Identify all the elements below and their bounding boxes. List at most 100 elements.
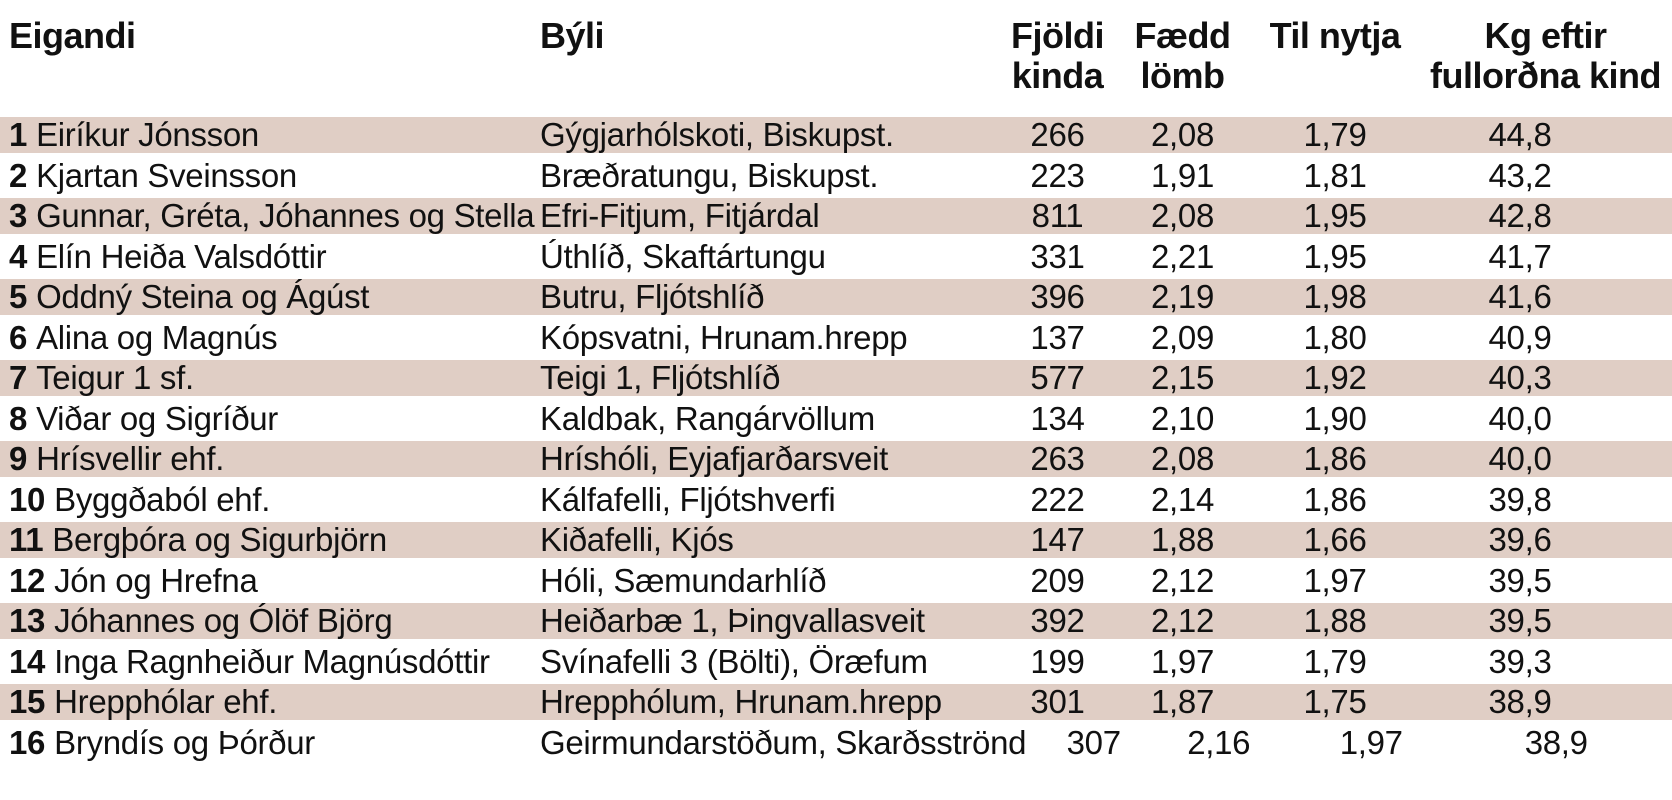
header-owner-label: Eigandi [9, 15, 136, 56]
table-row: 3 Gunnar, Gréta, Jóhannes og Stella Efri-… [0, 196, 1672, 237]
farm-cell: Kálfafelli, Fljótshverfi [540, 480, 836, 518]
rank-number: 4 [9, 237, 28, 275]
lambs-reared-cell: 1,98 [1303, 277, 1367, 315]
lambs-reared-cell: 1,79 [1303, 642, 1367, 680]
rank-number: 12 [9, 561, 46, 599]
header-kg-per-ewe-line1: Kg eftir [1484, 15, 1608, 56]
owner-name: Byggðaból ehf. [54, 480, 271, 518]
kg-per-ewe-cell: 40,0 [1488, 439, 1552, 477]
table-row: 1 Eiríkur Jónsson Gýgjarhólskoti, Biskups… [0, 115, 1672, 156]
lambs-born-cell: 2,21 [1150, 237, 1215, 275]
rank-number: 1 [9, 115, 28, 153]
table-row: 8 Viðar og Sigríður Kaldbak, Rangárvöllum… [0, 399, 1672, 440]
kg-per-ewe-cell: 39,5 [1488, 561, 1552, 599]
kg-per-ewe-cell: 39,3 [1488, 642, 1552, 680]
lambs-born-cell: 2,19 [1150, 277, 1215, 315]
sheep-count-cell: 307 [1066, 723, 1121, 761]
header-kg-per-ewe-line2: fullorðna kind [1430, 55, 1662, 96]
table-row: 12 Jón og Hrefna Hóli, Sæmundarhlíð 209 2… [0, 561, 1672, 602]
sheep-count-cell: 209 [1030, 561, 1085, 599]
rank-number: 9 [9, 439, 28, 477]
header-lambs-reared-column: Til nytja [1240, 16, 1430, 115]
rank-number: 13 [9, 601, 46, 639]
owner-cell: 5 Oddný Steina og Ágúst [0, 278, 535, 316]
sheep-count-cell: 301 [1030, 682, 1085, 720]
kg-per-ewe-cell: 38,9 [1488, 682, 1552, 720]
owner-name: Oddný Steina og Ágúst [36, 277, 370, 315]
rank-number: 15 [9, 682, 46, 720]
lambs-born-cell: 1,97 [1150, 642, 1215, 680]
owner-name: Jóhannes og Ólöf Björg [54, 601, 393, 639]
owner-cell: 12 Jón og Hrefna [0, 562, 535, 600]
farm-cell: Kaldbak, Rangárvöllum [540, 399, 875, 437]
lambs-born-cell: 2,08 [1150, 439, 1215, 477]
header-lambs-born-line1: Fædd [1134, 15, 1231, 56]
lambs-reared-cell: 1,88 [1303, 601, 1367, 639]
owner-name: Gunnar, Gréta, Jóhannes og Stella [36, 196, 535, 234]
farm-cell: Hríshóli, Eyjafjarðarsveit [540, 439, 888, 477]
lambs-reared-cell: 1,97 [1339, 723, 1403, 761]
header-farm-label: Býli [540, 15, 605, 56]
farm-cell: Gýgjarhólskoti, Biskupst. [540, 115, 894, 153]
table-row: 11 Bergþóra og Sigurbjörn Kiðafelli, Kjós… [0, 520, 1672, 561]
header-sheep-count-line1: Fjöldi [1011, 15, 1104, 56]
kg-per-ewe-cell: 41,6 [1488, 277, 1552, 315]
sheep-count-cell: 223 [1030, 156, 1085, 194]
kg-per-ewe-cell: 40,9 [1488, 318, 1552, 356]
kg-per-ewe-cell: 39,6 [1488, 520, 1552, 558]
header-lambs-reared-line2 [1240, 56, 1430, 96]
header-lambs-reared-line1: Til nytja [1269, 15, 1401, 56]
kg-per-ewe-cell: 44,8 [1488, 115, 1552, 153]
lambs-reared-cell: 1,80 [1303, 318, 1367, 356]
rank-number: 7 [9, 358, 28, 396]
lambs-reared-cell: 1,86 [1303, 480, 1367, 518]
table-row: 7 Teigur 1 sf. Teigi 1, Fljótshlíð 577 2,… [0, 358, 1672, 399]
rank-number: 5 [9, 277, 28, 315]
sheep-count-cell: 331 [1030, 237, 1085, 275]
farm-cell: Hóli, Sæmundarhlíð [540, 561, 827, 599]
owner-cell: 11 Bergþóra og Sigurbjörn [0, 521, 535, 559]
header-kg-per-ewe-column: Kg eftir fullorðna kind [1430, 15, 1662, 115]
farm-cell: Heiðarbæ 1, Þingvallasveit [540, 601, 925, 639]
header-owner-column: Eigandi [0, 16, 535, 115]
owner-cell: 14 Inga Ragnheiður Magnúsdóttir [0, 643, 535, 681]
header-sheep-count-column: Fjöldi kinda [990, 16, 1125, 115]
lambs-born-cell: 2,09 [1150, 318, 1215, 356]
lambs-born-cell: 1,91 [1150, 156, 1215, 194]
owner-name: Jón og Hrefna [54, 561, 258, 599]
table-row: 5 Oddný Steina og Ágúst Butru, Fljótshlíð… [0, 277, 1672, 318]
farm-cell: Kópsvatni, Hrunam.hrepp [540, 318, 908, 356]
lambs-born-cell: 2,15 [1150, 358, 1215, 396]
header-sheep-count-line2: kinda [1011, 55, 1104, 96]
farm-cell: Bræðratungu, Biskupst. [540, 156, 879, 194]
table-row: 4 Elín Heiða Valsdóttir Úthlíð, Skaftártu… [0, 237, 1672, 278]
header-lambs-born-column: Fædd lömb [1125, 16, 1240, 115]
lambs-born-cell: 2,12 [1150, 561, 1215, 599]
owner-name: Viðar og Sigríður [36, 399, 278, 437]
header-farm-column: Býli [535, 16, 990, 115]
rank-number: 8 [9, 399, 28, 437]
sheep-count-cell: 134 [1030, 399, 1085, 437]
kg-per-ewe-cell: 43,2 [1488, 156, 1552, 194]
lambs-reared-cell: 1,90 [1303, 399, 1367, 437]
sheep-count-cell: 396 [1030, 277, 1085, 315]
owner-cell: 6 Alina og Magnús [0, 319, 535, 357]
sheep-count-cell: 811 [1031, 196, 1084, 234]
kg-per-ewe-cell: 38,9 [1524, 723, 1588, 761]
farm-cell: Butru, Fljótshlíð [540, 277, 765, 315]
sheep-count-cell: 266 [1030, 115, 1085, 153]
lambs-born-cell: 2,16 [1187, 723, 1251, 761]
owner-cell: 2 Kjartan Sveinsson [0, 157, 535, 195]
owner-name: Eiríkur Jónsson [36, 115, 259, 153]
table-row: 13 Jóhannes og Ólöf Björg Heiðarbæ 1, Þin… [0, 601, 1672, 642]
kg-per-ewe-cell: 39,8 [1488, 480, 1552, 518]
kg-per-ewe-cell: 42,8 [1488, 196, 1552, 234]
lambs-born-cell: 2,10 [1150, 399, 1215, 437]
lambs-reared-cell: 1,86 [1303, 439, 1367, 477]
owner-name: Hrísvellir ehf. [36, 439, 225, 477]
table-row: 16 Bryndís og Þórður Geirmundarstöðum, Sk… [0, 723, 1672, 764]
sheep-count-cell: 222 [1030, 480, 1085, 518]
sheep-count-cell: 137 [1030, 318, 1085, 356]
farm-cell: Kiðafelli, Kjós [540, 520, 734, 558]
